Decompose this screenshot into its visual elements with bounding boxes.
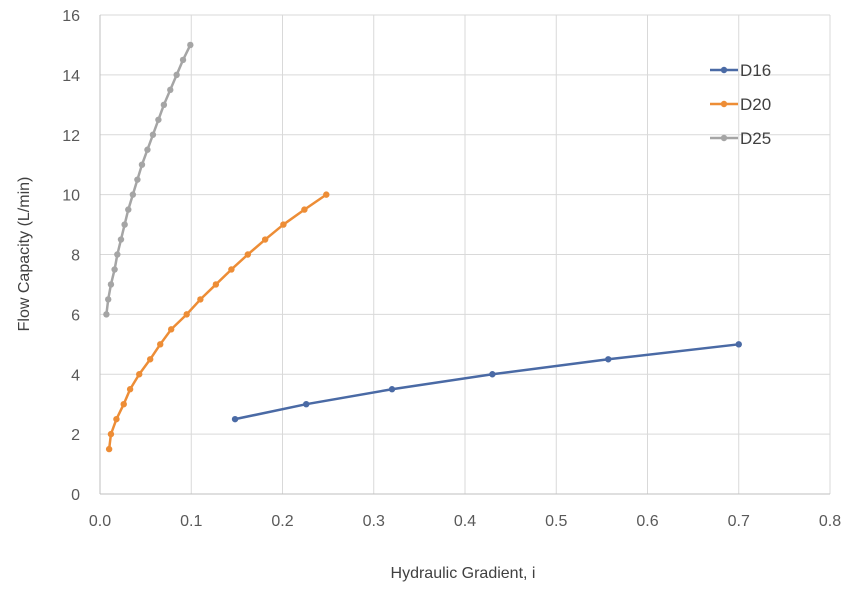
data-point-d20 (228, 266, 234, 272)
y-tick-label: 12 (62, 128, 80, 145)
legend-marker-d16 (721, 67, 727, 73)
y-tick-label: 16 (62, 8, 80, 25)
data-point-d20 (106, 446, 112, 452)
data-point-d20 (113, 416, 119, 422)
x-tick-label: 0.5 (545, 513, 567, 530)
data-point-d25 (130, 191, 136, 197)
data-point-d20 (136, 371, 142, 377)
y-axis-title: Flow Capacity (L/min) (16, 177, 33, 332)
y-tick-label: 8 (71, 248, 80, 265)
data-point-d25 (125, 206, 131, 212)
data-point-d20 (121, 401, 127, 407)
data-point-d20 (157, 341, 163, 347)
y-tick-label: 10 (62, 188, 80, 205)
legend-marker-d20 (721, 101, 727, 107)
x-axis-title: Hydraulic Gradient, i (391, 565, 536, 582)
x-tick-label: 0.8 (819, 513, 841, 530)
data-point-d20 (262, 236, 268, 242)
x-tick-label: 0.2 (271, 513, 293, 530)
data-point-d25 (161, 102, 167, 108)
data-point-d16 (232, 416, 238, 422)
y-tick-label: 4 (71, 367, 80, 384)
x-tick-label: 0.0 (89, 513, 111, 530)
data-point-d20 (301, 206, 307, 212)
data-point-d20 (183, 311, 189, 317)
y-tick-label: 6 (71, 307, 80, 324)
data-point-d25 (150, 132, 156, 138)
data-point-d16 (489, 371, 495, 377)
data-point-d20 (127, 386, 133, 392)
data-point-d25 (114, 251, 120, 257)
data-point-d25 (108, 281, 114, 287)
data-point-d25 (180, 57, 186, 63)
data-point-d25 (134, 176, 140, 182)
data-point-d16 (303, 401, 309, 407)
legend-label-d25: D25 (740, 129, 771, 148)
data-point-d25 (118, 236, 124, 242)
data-point-d25 (103, 311, 109, 317)
x-tick-label: 0.4 (454, 513, 476, 530)
data-point-d20 (213, 281, 219, 287)
x-tick-label: 0.3 (363, 513, 385, 530)
y-tick-label: 14 (62, 68, 80, 85)
data-point-d25 (187, 42, 193, 48)
data-point-d16 (389, 386, 395, 392)
legend-marker-d25 (721, 135, 727, 141)
x-tick-label: 0.1 (180, 513, 202, 530)
data-point-d25 (121, 221, 127, 227)
data-point-d25 (139, 161, 145, 167)
legend-label-d16: D16 (740, 61, 771, 80)
data-point-d20 (147, 356, 153, 362)
y-tick-label: 2 (71, 427, 80, 444)
data-point-d25 (144, 147, 150, 153)
x-tick-label: 0.6 (636, 513, 658, 530)
data-point-d25 (167, 87, 173, 93)
data-point-d25 (105, 296, 111, 302)
y-tick-label: 0 (71, 487, 80, 504)
data-point-d20 (168, 326, 174, 332)
data-point-d25 (111, 266, 117, 272)
data-point-d20 (323, 191, 329, 197)
data-point-d20 (245, 251, 251, 257)
data-point-d16 (605, 356, 611, 362)
data-point-d20 (108, 431, 114, 437)
x-tick-label: 0.7 (728, 513, 750, 530)
legend-label-d20: D20 (740, 95, 771, 114)
data-point-d25 (173, 72, 179, 78)
data-point-d20 (197, 296, 203, 302)
data-point-d20 (280, 221, 286, 227)
data-point-d25 (155, 117, 161, 123)
data-point-d16 (736, 341, 742, 347)
